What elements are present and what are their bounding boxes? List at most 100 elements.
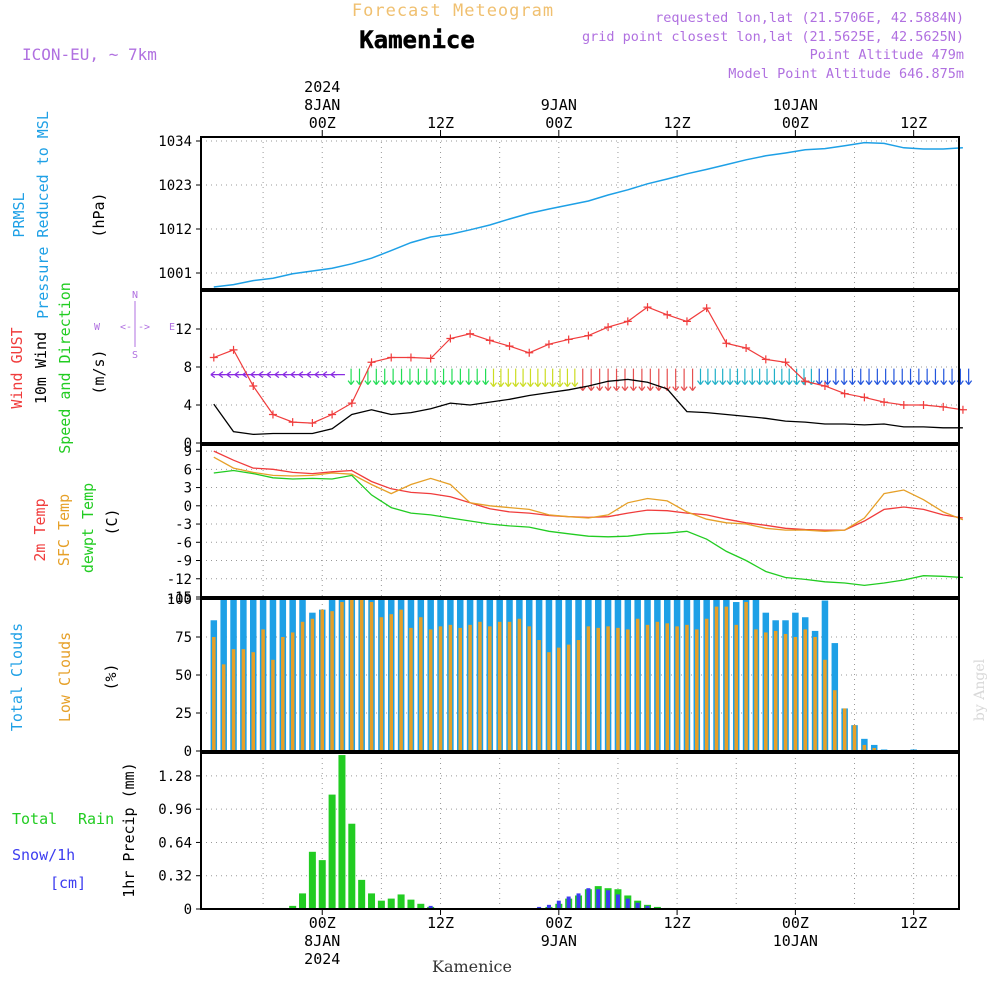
- low-cloud-bar: [517, 618, 522, 751]
- y-tick-label: 1034: [158, 134, 192, 150]
- low-cloud-bar: [261, 629, 265, 751]
- wind-arrow: [389, 368, 397, 385]
- precip-unit: 1hr Precip (mm): [120, 762, 138, 897]
- gust-marker: [268, 410, 277, 419]
- temperature-panel: 9 6 3 0 -3 -6 -9 -12 -15: [167, 444, 964, 606]
- low-cloud-bar: [212, 637, 216, 751]
- gust-marker: [643, 303, 652, 312]
- time-label: 00Z: [782, 914, 809, 932]
- y-tick-label: -12: [167, 572, 192, 588]
- panel-frame: [200, 752, 960, 910]
- wind-arrow: [680, 368, 688, 391]
- panel-frame: [200, 136, 960, 290]
- wind-arrow: [549, 368, 557, 387]
- gust-marker: [466, 329, 475, 338]
- rain-bar: [387, 898, 395, 909]
- wind-arrow: [778, 368, 786, 385]
- watermark: by Angel: [972, 658, 988, 721]
- wind-arrow: [882, 368, 890, 385]
- wind-arrow: [398, 368, 406, 385]
- time-label: 8JAN: [304, 932, 340, 950]
- snow-bar: [635, 902, 640, 909]
- low-cloud-bar: [823, 659, 827, 751]
- gust-marker: [367, 358, 376, 367]
- y-tick-label: 0: [184, 902, 192, 918]
- low-cloud-bar: [773, 630, 778, 751]
- low-cloud-bar: [428, 629, 433, 751]
- wind10m-line: [213, 378, 963, 436]
- time-label: 9JAN: [541, 96, 577, 114]
- time-label: 12Z: [427, 914, 454, 932]
- wind-arrow: [482, 368, 490, 385]
- wind-arrow: [423, 368, 431, 385]
- wind-arrow: [815, 368, 823, 385]
- low-cloud-bar: [872, 747, 876, 751]
- snow-bar: [596, 889, 601, 909]
- gust-marker: [958, 405, 967, 414]
- compass-north: N: [132, 290, 138, 301]
- model-name: ICON-EU, ~ 7km: [22, 45, 157, 64]
- time-label: 10JAN: [773, 96, 818, 114]
- low-cloud-bar: [645, 624, 650, 751]
- y-tick-label: 9: [184, 444, 192, 460]
- low-cloud-bar: [842, 708, 847, 751]
- wind-arrow: [526, 368, 534, 387]
- low-cloud-bar: [300, 621, 305, 751]
- dewpt-line: [213, 469, 963, 587]
- wind-arrow: [497, 368, 505, 387]
- gust-marker: [781, 358, 790, 367]
- gust-marker: [702, 304, 711, 313]
- low-cloud-bar: [655, 621, 660, 751]
- wind-arrow: [848, 368, 856, 385]
- wind-arrow: [381, 368, 389, 385]
- y-tick-label: 0.64: [158, 835, 192, 851]
- low-cloud-bar: [606, 626, 610, 751]
- y-tick-label: 0: [184, 436, 192, 452]
- low-cloud-bar: [675, 626, 679, 751]
- gust-marker: [761, 355, 770, 364]
- gust-marker: [623, 317, 632, 326]
- low-cloud-bar: [734, 624, 738, 751]
- gust-marker: [860, 393, 869, 402]
- snow-bar: [615, 894, 620, 909]
- snow-bar: [556, 900, 561, 909]
- y-tick-label: 25: [175, 706, 192, 722]
- low-cloud-bar: [488, 626, 492, 751]
- low-cloud-bar: [695, 629, 699, 751]
- y-tick-label: 1001: [158, 266, 192, 282]
- point-altitude: Point Altitude 479m: [810, 47, 964, 63]
- wind-arrow: [965, 368, 973, 385]
- model-altitude: Model Point Altitude 646.875m: [728, 66, 964, 82]
- low-cloud-bar: [704, 618, 709, 751]
- time-label: 2024: [304, 950, 340, 968]
- gust-line: [213, 306, 963, 424]
- low-cloud-bar: [626, 629, 630, 751]
- wind-arrow: [832, 368, 840, 385]
- pressure-line: [213, 141, 963, 288]
- temp2m-label: 2m Temp: [31, 498, 49, 561]
- wind-arrow: [406, 368, 414, 385]
- compass-east: E: [169, 322, 175, 333]
- clouds-panel: 0 25 50 75 100: [167, 592, 960, 760]
- low-cloud-bar: [340, 602, 344, 751]
- y-tick-label: 4: [184, 398, 192, 414]
- total-clouds-label: Total Clouds: [8, 623, 26, 731]
- y-tick-label: 1023: [158, 178, 192, 194]
- location-title: Kamenice: [359, 26, 475, 54]
- low-cloud-bar: [399, 609, 403, 751]
- gust-marker: [742, 344, 751, 352]
- time-label: 12Z: [900, 914, 927, 932]
- gust-marker: [722, 339, 731, 348]
- wind-arrow: [663, 368, 671, 391]
- gust-marker: [899, 401, 908, 409]
- y-tick-label: -3: [175, 517, 192, 533]
- footer-location: Kamenice: [432, 957, 512, 976]
- snow-bar: [606, 890, 611, 909]
- y-tick-label: 1012: [158, 222, 192, 238]
- panel-frame: [200, 444, 960, 598]
- temp-unit: (C): [103, 508, 121, 535]
- wind-arrow: [519, 368, 527, 387]
- gust-label: Wind GUST: [8, 327, 26, 408]
- wind-arrow: [873, 368, 881, 385]
